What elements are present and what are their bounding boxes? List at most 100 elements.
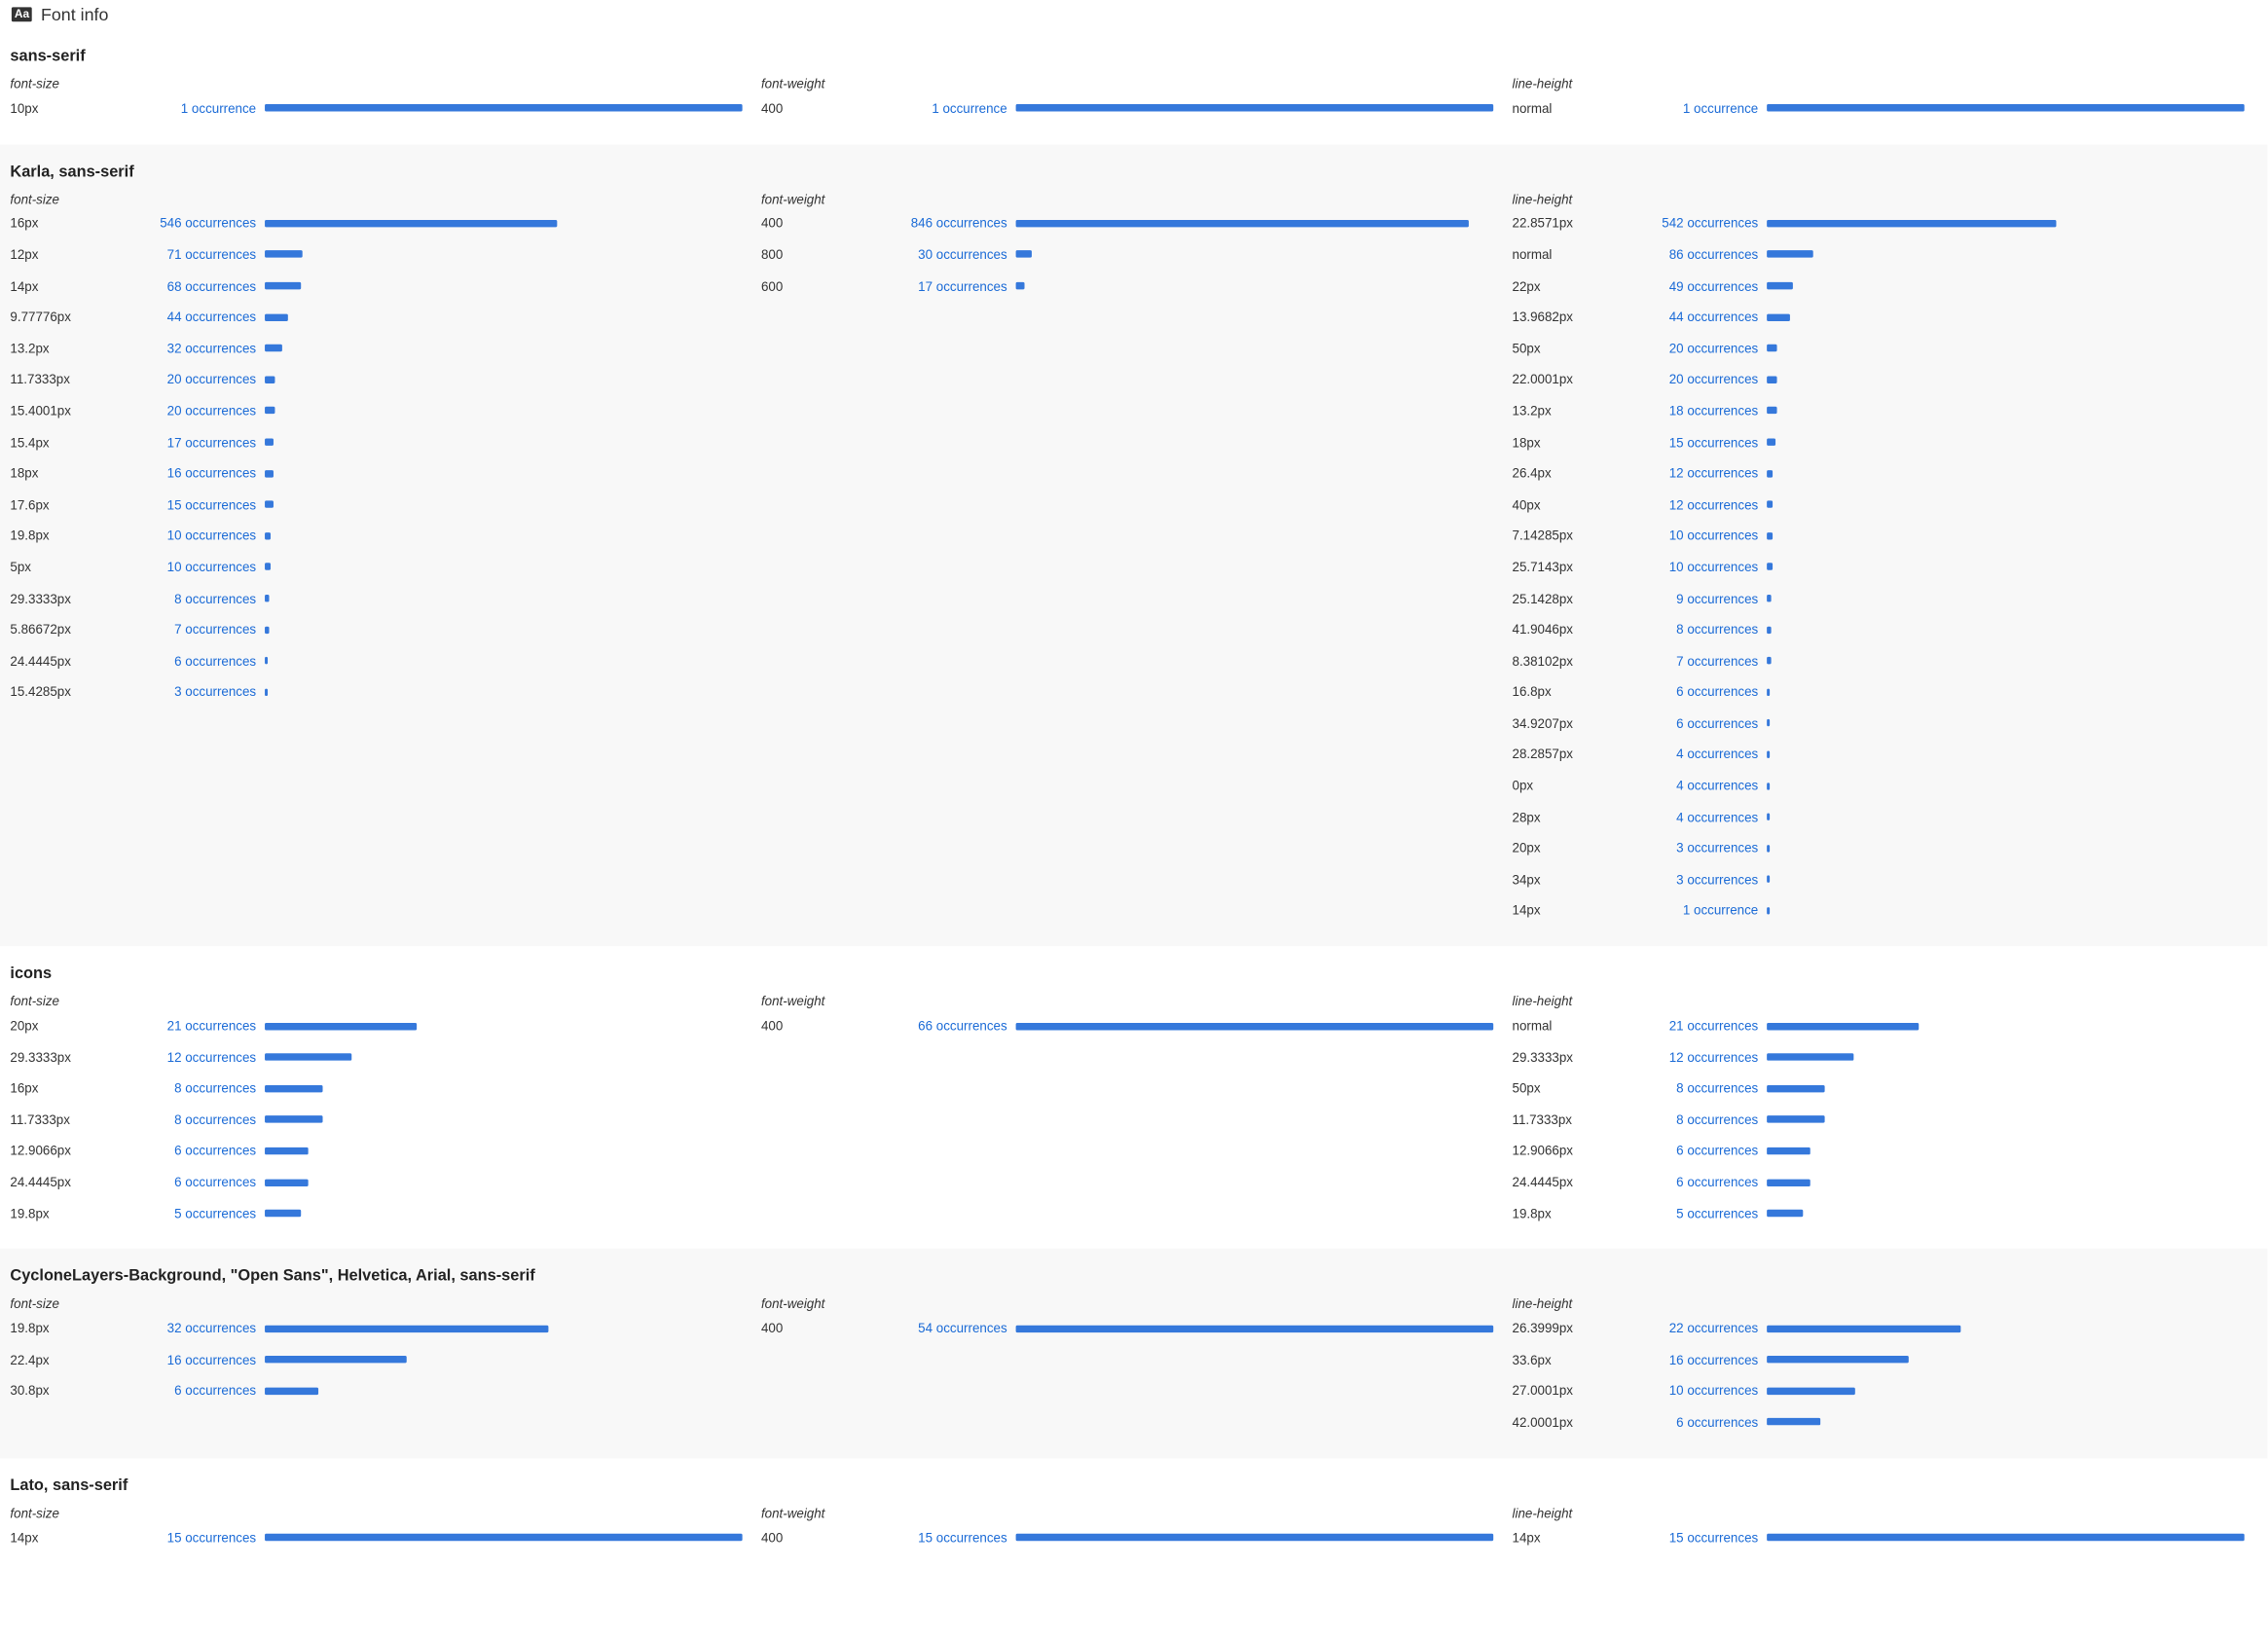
occurrence-link[interactable]: 6 occurrences	[174, 653, 257, 669]
metric-row: 13.9682px 44 occurrences	[1502, 302, 2253, 333]
occurrence-link[interactable]: 15 occurrences	[1668, 1530, 1759, 1546]
occurrence-link[interactable]: 4 occurrences	[1676, 778, 1759, 793]
occurrence-link[interactable]: 15 occurrences	[166, 496, 257, 512]
occurrence-bar	[1767, 1533, 2245, 1542]
occurrence-link[interactable]: 18 occurrences	[1668, 403, 1759, 419]
occurrence-bar	[265, 1178, 309, 1186]
occurrence-link[interactable]: 32 occurrences	[166, 1321, 257, 1336]
metric-value: 12.9066px	[1512, 1144, 1574, 1158]
occurrence-link[interactable]: 16 occurrences	[166, 465, 257, 481]
occurrence-link[interactable]: 6 occurrences	[1676, 684, 1759, 700]
occurrence-link[interactable]: 8 occurrences	[174, 1080, 257, 1096]
metric-row: 34.9207px 6 occurrences	[1502, 708, 2253, 739]
occurrence-link[interactable]: 21 occurrences	[166, 1018, 257, 1034]
occurrence-link[interactable]: 15 occurrences	[918, 1530, 1007, 1546]
occurrence-link[interactable]: 21 occurrences	[1668, 1018, 1759, 1034]
metric-column-title: font-weight	[760, 76, 825, 91]
metric-value: 19.8px	[1512, 1206, 1552, 1221]
metric-row: 30.8px 6 occurrences	[0, 1375, 751, 1406]
occurrence-link[interactable]: 4 occurrences	[1676, 810, 1759, 824]
panel-header: Aa Font info	[0, 0, 2268, 29]
occurrence-link[interactable]: 20 occurrences	[1668, 372, 1759, 387]
occurrence-link[interactable]: 15 occurrences	[166, 1530, 257, 1546]
metric-value: 29.3333px	[10, 591, 71, 606]
occurrence-link[interactable]: 6 occurrences	[1676, 1175, 1759, 1190]
metric-row: 22.0001px 20 occurrences	[1502, 364, 2253, 395]
occurrence-link[interactable]: 5 occurrences	[1676, 1206, 1759, 1221]
occurrence-link[interactable]: 30 occurrences	[918, 247, 1007, 263]
occurrence-link[interactable]: 10 occurrences	[166, 528, 257, 543]
occurrence-link[interactable]: 10 occurrences	[166, 560, 257, 575]
occurrence-link[interactable]: 20 occurrences	[1668, 341, 1759, 356]
occurrence-link[interactable]: 846 occurrences	[910, 216, 1007, 231]
occurrence-link[interactable]: 12 occurrences	[1668, 496, 1759, 512]
occurrence-bar	[1767, 313, 1791, 321]
metric-column-title: font-weight	[760, 1296, 825, 1312]
occurrence-link[interactable]: 546 occurrences	[160, 216, 257, 231]
occurrence-link[interactable]: 12 occurrences	[166, 1049, 257, 1065]
occurrence-link[interactable]: 71 occurrences	[166, 247, 257, 263]
occurrence-link[interactable]: 16 occurrences	[1668, 1352, 1759, 1367]
metric-value: 24.4445px	[1512, 1175, 1574, 1190]
occurrence-link[interactable]: 66 occurrences	[918, 1018, 1007, 1034]
occurrence-link[interactable]: 1 occurrence	[1682, 903, 1759, 919]
occurrence-link[interactable]: 9 occurrences	[1676, 591, 1759, 606]
occurrence-link[interactable]: 6 occurrences	[174, 1383, 257, 1399]
metric-row: 14px 15 occurrences	[0, 1522, 751, 1553]
occurrence-bar-track	[1767, 250, 2245, 259]
occurrence-link[interactable]: 15 occurrences	[1668, 434, 1759, 450]
occurrence-link[interactable]: 3 occurrences	[1676, 841, 1759, 856]
occurrence-link[interactable]: 10 occurrences	[1668, 560, 1759, 575]
occurrence-link[interactable]: 1 occurrence	[180, 100, 257, 116]
occurrence-link[interactable]: 4 occurrences	[1676, 747, 1759, 762]
occurrence-link[interactable]: 68 occurrences	[166, 278, 257, 294]
occurrence-link[interactable]: 3 occurrences	[174, 684, 257, 700]
occurrence-link[interactable]: 8 occurrences	[1676, 622, 1759, 637]
occurrence-bar	[265, 104, 743, 112]
occurrence-bar	[1015, 1325, 1494, 1332]
occurrence-link[interactable]: 12 occurrences	[1668, 465, 1759, 481]
occurrence-bar	[1767, 1209, 1804, 1218]
occurrence-link[interactable]: 6 occurrences	[1676, 715, 1759, 731]
occurrence-link[interactable]: 44 occurrences	[1668, 310, 1759, 325]
occurrence-bar-track	[1767, 1115, 2245, 1124]
occurrence-link[interactable]: 542 occurrences	[1662, 216, 1759, 231]
occurrence-link[interactable]: 86 occurrences	[1668, 247, 1759, 263]
occurrence-link[interactable]: 7 occurrences	[174, 622, 257, 637]
occurrence-link[interactable]: 1 occurrence	[1682, 100, 1759, 116]
occurrence-link[interactable]: 8 occurrences	[174, 591, 257, 606]
occurrence-link[interactable]: 6 occurrences	[1676, 1144, 1759, 1158]
occurrence-link[interactable]: 6 occurrences	[174, 1144, 257, 1158]
occurrence-link[interactable]: 10 occurrences	[1668, 528, 1759, 543]
occurrence-link[interactable]: 20 occurrences	[166, 372, 257, 387]
occurrence-link[interactable]: 7 occurrences	[1676, 653, 1759, 669]
occurrence-link[interactable]: 3 occurrences	[1676, 872, 1759, 888]
metric-row: normal 86 occurrences	[1502, 239, 2253, 271]
occurrence-link[interactable]: 20 occurrences	[166, 403, 257, 419]
occurrence-link[interactable]: 44 occurrences	[166, 310, 257, 325]
occurrence-link[interactable]: 32 occurrences	[166, 341, 257, 356]
occurrence-bar	[265, 282, 302, 290]
occurrence-link[interactable]: 17 occurrences	[166, 434, 257, 450]
occurrence-link[interactable]: 8 occurrences	[1676, 1080, 1759, 1096]
occurrence-link[interactable]: 22 occurrences	[1668, 1321, 1759, 1336]
occurrence-link[interactable]: 54 occurrences	[918, 1321, 1007, 1336]
occurrence-link[interactable]: 8 occurrences	[174, 1111, 257, 1127]
occurrence-link[interactable]: 1 occurrence	[932, 100, 1007, 116]
occurrence-link[interactable]: 6 occurrences	[1676, 1414, 1759, 1430]
occurrence-link[interactable]: 5 occurrences	[174, 1206, 257, 1221]
font-info-panel: Aa Font info sans-serif font-size 10px 1 oc…	[0, 0, 2268, 1553]
occurrence-bar-track	[265, 1147, 743, 1155]
metric-value: 11.7333px	[10, 1111, 70, 1127]
occurrence-link[interactable]: 49 occurrences	[1668, 278, 1759, 294]
metric-value: 15.4285px	[10, 684, 71, 700]
metric-row: 26.4px 12 occurrences	[1502, 457, 2253, 489]
occurrence-link[interactable]: 10 occurrences	[1668, 1383, 1759, 1399]
occurrence-link[interactable]: 12 occurrences	[1668, 1049, 1759, 1065]
occurrence-link[interactable]: 17 occurrences	[918, 278, 1007, 294]
occurrence-link[interactable]: 6 occurrences	[174, 1175, 257, 1190]
occurrence-link[interactable]: 16 occurrences	[166, 1352, 257, 1367]
metric-value: 14px	[10, 1530, 39, 1546]
occurrence-link[interactable]: 8 occurrences	[1676, 1111, 1759, 1127]
metric-column-font-size: font-size 19.8px 32 occurrences 22.4px 16 oc…	[0, 1295, 751, 1438]
